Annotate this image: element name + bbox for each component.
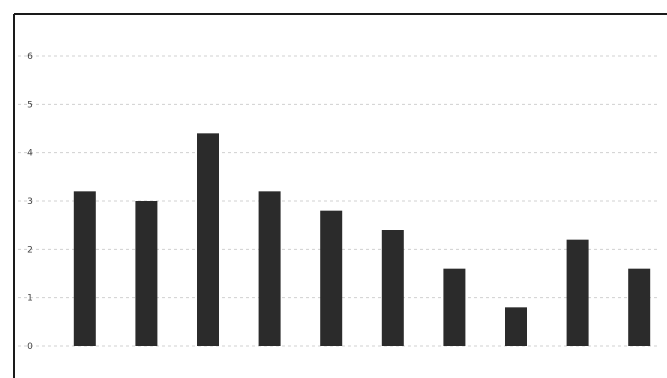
bar xyxy=(258,191,281,346)
y-tick-label: 4 xyxy=(27,149,33,159)
y-tick-label: 0 xyxy=(27,342,33,352)
y-tick-label: 6 xyxy=(27,52,33,62)
bar xyxy=(381,230,404,346)
bar xyxy=(566,239,589,346)
y-tick-label: 1 xyxy=(27,294,33,304)
chart-frame xyxy=(13,13,667,378)
bar xyxy=(443,268,466,346)
bar-series xyxy=(73,133,651,346)
bar xyxy=(73,191,96,346)
y-tick-label: 3 xyxy=(27,197,33,207)
bar xyxy=(320,210,343,346)
bar xyxy=(628,268,651,346)
bar xyxy=(135,201,158,346)
y-tick-label: 5 xyxy=(27,100,33,110)
bar xyxy=(197,133,219,346)
y-tick-label: 2 xyxy=(27,245,33,255)
bar xyxy=(505,307,527,346)
y-axis-ticks: 0 1 2 3 4 5 6 xyxy=(27,52,33,352)
grid-layer xyxy=(18,55,660,347)
